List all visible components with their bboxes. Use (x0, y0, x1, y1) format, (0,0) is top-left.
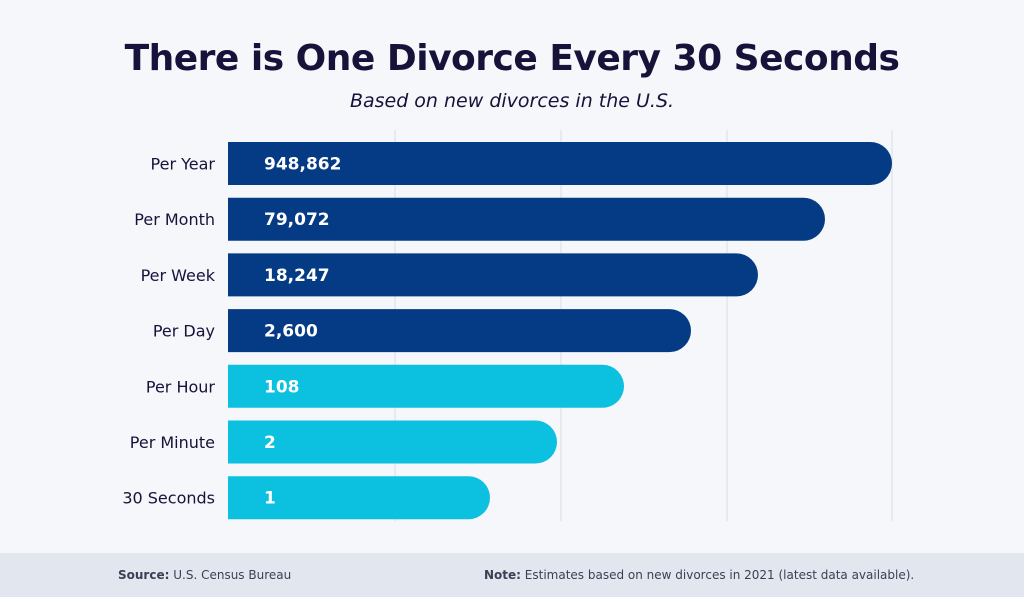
note-text: Estimates based on new divorces in 2021 … (524, 568, 915, 582)
category-label: Per Month (134, 210, 215, 229)
data-label: 2,600 (264, 322, 318, 342)
data-label: 18,247 (264, 266, 330, 286)
note-label: Note: (484, 568, 521, 582)
chart-subtitle: Based on new divorces in the U.S. (349, 90, 675, 112)
bar-per-year (228, 142, 892, 185)
footer: Source: U.S. Census Bureau Note: Estimat… (0, 553, 1024, 597)
category-label: Per Minute (130, 433, 215, 452)
bar-per-month (228, 197, 825, 241)
bar-30-seconds (228, 476, 490, 520)
data-label: 1 (264, 489, 276, 509)
category-label: Per Day (153, 322, 215, 341)
data-label: 79,072 (264, 210, 330, 230)
footnote: Note: Estimates based on new divorces in… (484, 568, 914, 582)
bar-per-day (228, 309, 691, 353)
source-label: Source: (118, 568, 170, 582)
bar-per-week (228, 253, 758, 297)
data-label: 2 (264, 433, 276, 453)
data-label: 108 (264, 377, 300, 397)
source-note: Source: U.S. Census Bureau (118, 568, 291, 582)
category-label: 30 Seconds (122, 489, 215, 508)
bars: 948,862 79,072 18,247 2,600 108 2 1 (228, 142, 892, 520)
source-text: U.S. Census Bureau (173, 568, 292, 582)
chart-title: There is One Divorce Every 30 Seconds (124, 38, 900, 79)
bar-per-minute (228, 420, 557, 464)
category-label: Per Week (141, 266, 216, 285)
data-label: 948,862 (264, 155, 341, 175)
category-label: Per Hour (146, 377, 216, 396)
category-labels: Per Year Per Month Per Week Per Day Per Hour… (122, 155, 215, 508)
bar-per-hour (228, 364, 624, 408)
category-label: Per Year (151, 155, 216, 174)
